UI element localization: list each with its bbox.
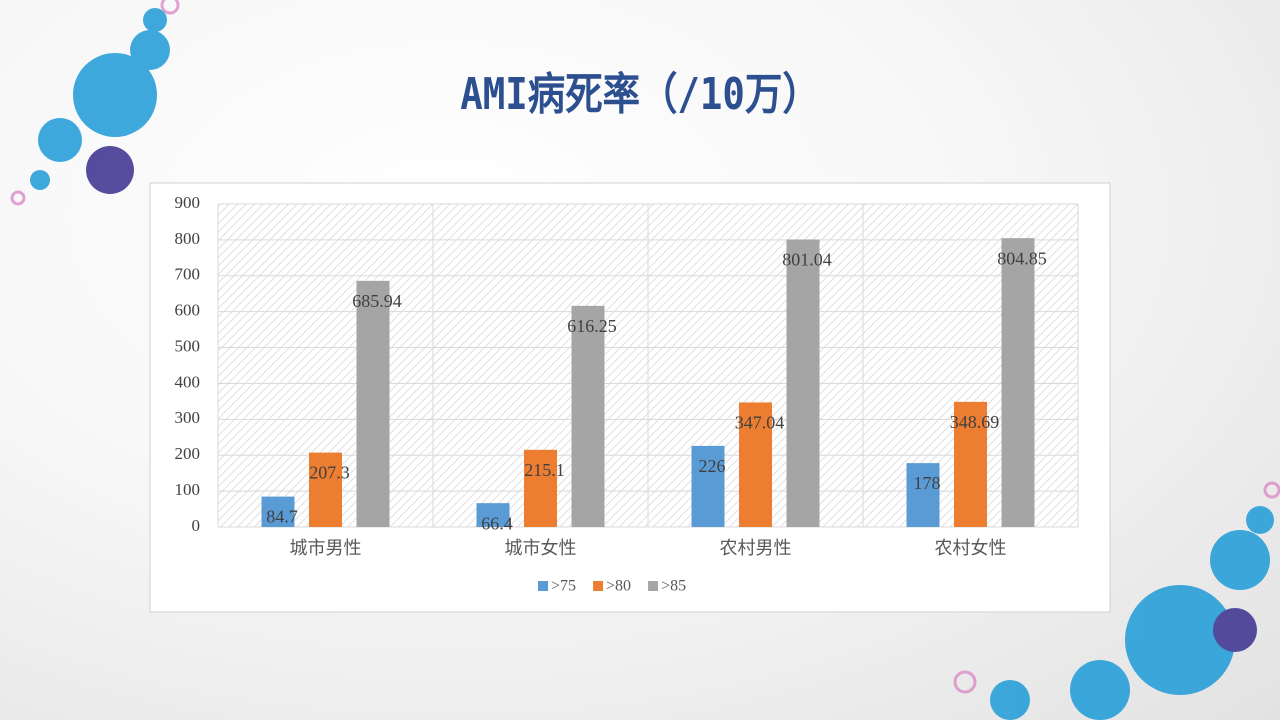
data-label: 215.1 bbox=[524, 460, 565, 480]
bar bbox=[524, 449, 557, 527]
y-tick-label: 100 bbox=[175, 480, 201, 499]
data-label: 801.04 bbox=[782, 250, 832, 270]
legend-swatch bbox=[538, 581, 548, 591]
data-label: 66.4 bbox=[481, 513, 513, 533]
x-tick-label: 城市女性 bbox=[505, 538, 577, 558]
y-tick-label: 600 bbox=[175, 301, 201, 320]
legend-swatch bbox=[593, 581, 604, 591]
data-label: 207.3 bbox=[309, 463, 350, 483]
data-label: 348.69 bbox=[950, 412, 1000, 432]
bar bbox=[309, 452, 342, 527]
data-label: 226 bbox=[699, 456, 726, 476]
x-tick-label: 城市男性 bbox=[290, 538, 362, 558]
data-label: 178 bbox=[914, 473, 941, 493]
legend-label: >80 bbox=[606, 578, 631, 595]
y-tick-label: 800 bbox=[175, 229, 201, 248]
bar bbox=[1001, 238, 1035, 527]
y-tick-label: 500 bbox=[175, 336, 201, 355]
y-tick-label: 700 bbox=[175, 265, 201, 284]
y-tick-label: 900 bbox=[175, 193, 201, 212]
bar bbox=[476, 503, 510, 527]
bar bbox=[261, 496, 295, 527]
x-tick-label: 农村男性 bbox=[720, 538, 792, 558]
data-label: 347.04 bbox=[735, 413, 785, 433]
bar bbox=[739, 402, 772, 527]
x-tick-label: 农村女性 bbox=[935, 538, 1007, 558]
bar bbox=[786, 239, 820, 528]
slide-title: AMI病死率（/10万） bbox=[460, 69, 820, 120]
bar bbox=[571, 305, 605, 527]
bar bbox=[954, 401, 987, 527]
y-tick-label: 200 bbox=[175, 444, 201, 463]
legend-swatch bbox=[648, 581, 659, 591]
legend-label: >85 bbox=[661, 578, 686, 595]
bar bbox=[356, 280, 390, 527]
y-tick-label: 400 bbox=[175, 372, 201, 391]
data-label: 616.25 bbox=[567, 316, 617, 336]
y-tick-label: 0 bbox=[192, 516, 201, 535]
bar bbox=[691, 445, 725, 527]
y-tick-label: 300 bbox=[175, 408, 201, 427]
data-label: 804.85 bbox=[997, 248, 1047, 268]
data-label: 84.7 bbox=[266, 507, 298, 527]
bar bbox=[906, 463, 940, 527]
legend-label: >75 bbox=[551, 578, 576, 595]
data-label: 685.94 bbox=[352, 291, 402, 311]
